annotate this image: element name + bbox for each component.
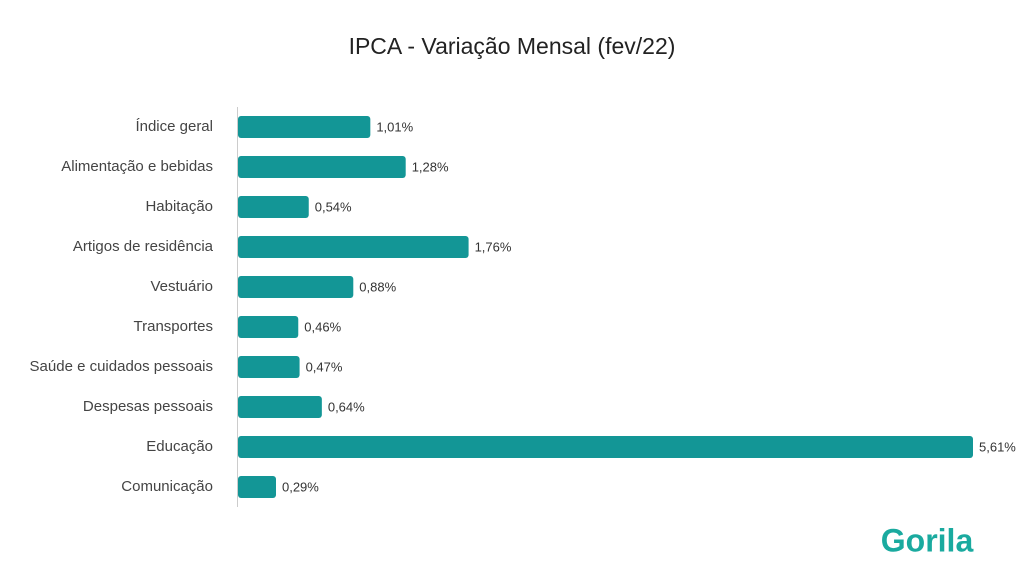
bar — [238, 236, 469, 258]
bar — [238, 316, 299, 338]
category-label: Índice geral — [135, 118, 213, 135]
value-label: 1,28% — [412, 159, 449, 174]
bar — [238, 116, 371, 138]
value-label: 5,61% — [979, 439, 1016, 454]
chart-title: IPCA - Variação Mensal (fev/22) — [349, 33, 676, 59]
category-label: Comunicação — [121, 478, 213, 495]
value-label: 1,01% — [376, 119, 413, 134]
category-label: Alimentação e bebidas — [61, 158, 213, 175]
category-label: Saúde e cuidados pessoais — [30, 358, 213, 375]
value-label: 0,47% — [306, 359, 343, 374]
bar — [238, 276, 354, 298]
bar — [238, 436, 973, 458]
brand-logo: Gorila — [881, 522, 974, 558]
value-label: 0,64% — [328, 399, 365, 414]
category-label: Educação — [146, 438, 213, 455]
value-label: 1,76% — [475, 239, 512, 254]
category-label: Vestuário — [150, 278, 213, 295]
bar — [238, 476, 276, 498]
value-label: 0,46% — [304, 319, 341, 334]
bar — [238, 356, 300, 378]
category-label: Artigos de residência — [73, 238, 214, 255]
bar — [238, 156, 406, 178]
category-label: Transportes — [134, 318, 213, 335]
value-label: 0,88% — [359, 279, 396, 294]
category-label: Despesas pessoais — [83, 398, 213, 415]
bar — [238, 396, 322, 418]
category-label: Habitação — [145, 198, 213, 215]
value-label: 0,29% — [282, 479, 319, 494]
bar — [238, 196, 309, 218]
value-label: 0,54% — [315, 199, 352, 214]
